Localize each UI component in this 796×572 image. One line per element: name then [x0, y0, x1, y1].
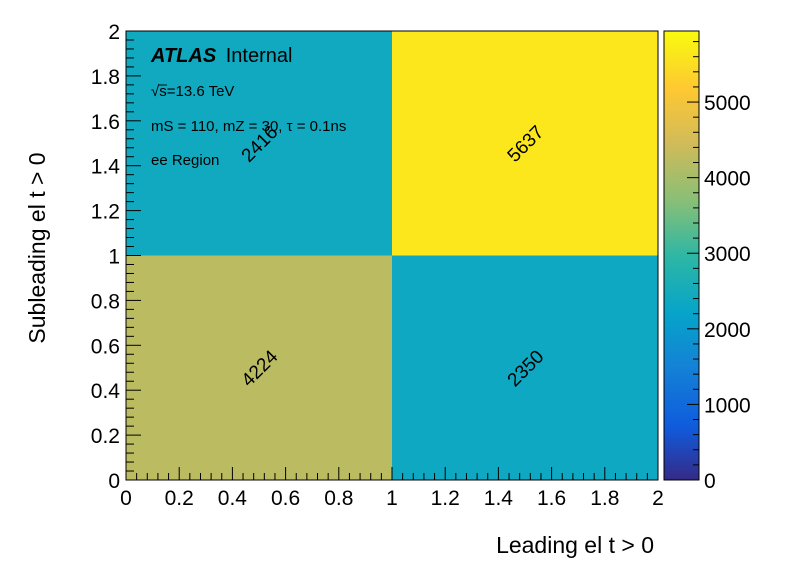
y-tick-label: 1.6: [91, 111, 120, 134]
heatmap-cell-0: [126, 255, 392, 480]
energy-sqrt: √s: [151, 83, 167, 100]
y-tick-label: 1.8: [91, 66, 120, 89]
x-axis-ticks: 0 0.2 0.4 0.6 0.8 1 1.2 1.4 1.6 1.8 2: [120, 467, 664, 510]
x-tick-label: 1.8: [590, 487, 619, 510]
atlas-label: ATLAS: [150, 45, 217, 67]
atlas-status: Internal: [226, 45, 293, 67]
heatmap-cell-2: [126, 31, 392, 256]
x-tick-label: 1.2: [431, 487, 460, 510]
y-tick-label: 0.2: [91, 425, 120, 448]
y-tick-label: 0.4: [91, 380, 121, 403]
y-axis-title: Subleading el t > 0: [24, 152, 50, 343]
y-tick-label: 1.4: [91, 156, 121, 179]
heatmap-cell-3: [392, 31, 658, 256]
x-tick-label: 1: [386, 487, 398, 510]
colorbar-tick-label: 1000: [704, 394, 751, 417]
colorbar-tick-label: 5000: [704, 92, 751, 115]
heatmap-cells: [126, 31, 658, 480]
colorbar-tick-label: 3000: [704, 243, 751, 266]
colorbar-frame: [663, 30, 700, 481]
x-tick-label: 0.6: [271, 487, 300, 510]
heatmap-cell-1: [392, 255, 658, 480]
y-tick-label: 1.2: [91, 201, 120, 224]
colorbar-tick-label: 4000: [704, 168, 751, 191]
energy-value: =13.6 TeV: [167, 83, 235, 100]
y-tick-label: 0.6: [91, 335, 120, 358]
signal-info: mS = 110, mZ = 30, τ = 0.1ns: [151, 118, 346, 135]
y-tick-label: 1: [108, 246, 120, 269]
colorbar: [664, 31, 699, 480]
x-tick-label: 0.4: [218, 487, 248, 510]
x-tick-label: 1.6: [537, 487, 566, 510]
colorbar-ticks: 0 1000 2000 3000 4000 5000: [687, 41, 751, 493]
region-label: ee Region: [151, 152, 219, 169]
y-axis-ticks: 0 0.2 0.4 0.6 0.8 1 1.2 1.4 1.6 1.8 2: [91, 21, 141, 493]
x-tick-label: 0: [120, 487, 132, 510]
atlas-label-group: ATLAS Internal: [150, 45, 292, 67]
colorbar-tick-label: 2000: [704, 319, 751, 342]
colorbar-tick-label: 0: [704, 470, 716, 493]
energy-label: √s=13.6 TeV: [151, 83, 234, 100]
x-tick-label: 2: [652, 487, 664, 510]
x-tick-label: 0.8: [324, 487, 353, 510]
y-tick-label: 0.8: [91, 290, 120, 313]
x-axis-title: Leading el t > 0: [496, 532, 654, 558]
y-tick-label: 0: [108, 470, 120, 493]
x-tick-label: 1.4: [484, 487, 514, 510]
y-tick-label: 2: [108, 21, 120, 44]
x-tick-label: 0.2: [165, 487, 194, 510]
